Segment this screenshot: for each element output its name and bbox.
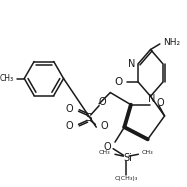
Text: O: O bbox=[98, 97, 106, 107]
Text: O: O bbox=[156, 98, 164, 108]
Text: Si: Si bbox=[124, 153, 133, 163]
Text: CH₃: CH₃ bbox=[99, 150, 110, 155]
Text: O: O bbox=[114, 77, 122, 87]
Text: N: N bbox=[148, 94, 155, 104]
Text: CH₃: CH₃ bbox=[142, 150, 154, 155]
Text: O: O bbox=[104, 142, 111, 152]
Text: O: O bbox=[65, 104, 73, 114]
Text: C(CH₃)₃: C(CH₃)₃ bbox=[115, 176, 138, 181]
Text: O: O bbox=[65, 121, 73, 131]
Text: S: S bbox=[85, 113, 92, 123]
Text: N: N bbox=[128, 59, 136, 69]
Text: O: O bbox=[100, 121, 108, 131]
Text: NH₂: NH₂ bbox=[164, 38, 181, 47]
Text: CH₃: CH₃ bbox=[0, 74, 14, 83]
